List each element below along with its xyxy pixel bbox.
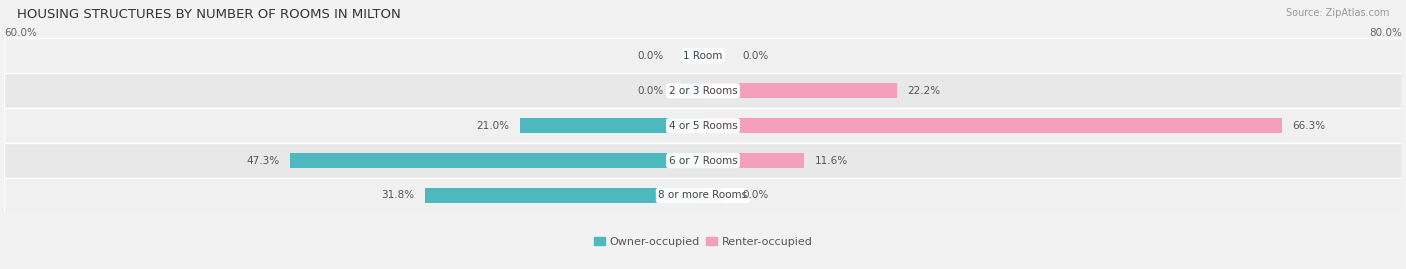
Text: 0.0%: 0.0% bbox=[637, 86, 664, 96]
Legend: Owner-occupied, Renter-occupied: Owner-occupied, Renter-occupied bbox=[589, 232, 817, 252]
Bar bbox=[4, 178, 1402, 213]
Bar bbox=[4, 73, 1402, 108]
Bar bbox=[4, 143, 1402, 178]
Text: 0.0%: 0.0% bbox=[637, 51, 664, 61]
Bar bbox=[425, 188, 703, 203]
Bar bbox=[681, 48, 703, 63]
Text: Source: ZipAtlas.com: Source: ZipAtlas.com bbox=[1285, 8, 1389, 18]
Bar bbox=[4, 108, 1402, 143]
Text: 4 or 5 Rooms: 4 or 5 Rooms bbox=[669, 121, 737, 131]
Bar bbox=[703, 48, 725, 63]
Bar bbox=[703, 83, 897, 98]
Text: 80.0%: 80.0% bbox=[1369, 28, 1402, 38]
Bar bbox=[703, 118, 1282, 133]
Bar bbox=[703, 153, 804, 168]
Text: 47.3%: 47.3% bbox=[246, 155, 280, 166]
Bar bbox=[703, 188, 725, 203]
Bar bbox=[290, 153, 703, 168]
Text: 22.2%: 22.2% bbox=[907, 86, 941, 96]
Bar bbox=[520, 118, 703, 133]
Text: 0.0%: 0.0% bbox=[742, 51, 769, 61]
Text: 2 or 3 Rooms: 2 or 3 Rooms bbox=[669, 86, 737, 96]
Text: 60.0%: 60.0% bbox=[4, 28, 37, 38]
Text: 6 or 7 Rooms: 6 or 7 Rooms bbox=[669, 155, 737, 166]
Text: 66.3%: 66.3% bbox=[1292, 121, 1326, 131]
Text: 1 Room: 1 Room bbox=[683, 51, 723, 61]
Bar bbox=[681, 83, 703, 98]
Text: 8 or more Rooms: 8 or more Rooms bbox=[658, 190, 748, 200]
Text: 11.6%: 11.6% bbox=[815, 155, 848, 166]
Text: 21.0%: 21.0% bbox=[477, 121, 509, 131]
Text: 0.0%: 0.0% bbox=[742, 190, 769, 200]
Text: HOUSING STRUCTURES BY NUMBER OF ROOMS IN MILTON: HOUSING STRUCTURES BY NUMBER OF ROOMS IN… bbox=[17, 8, 401, 21]
Bar bbox=[4, 38, 1402, 73]
Text: 31.8%: 31.8% bbox=[381, 190, 415, 200]
